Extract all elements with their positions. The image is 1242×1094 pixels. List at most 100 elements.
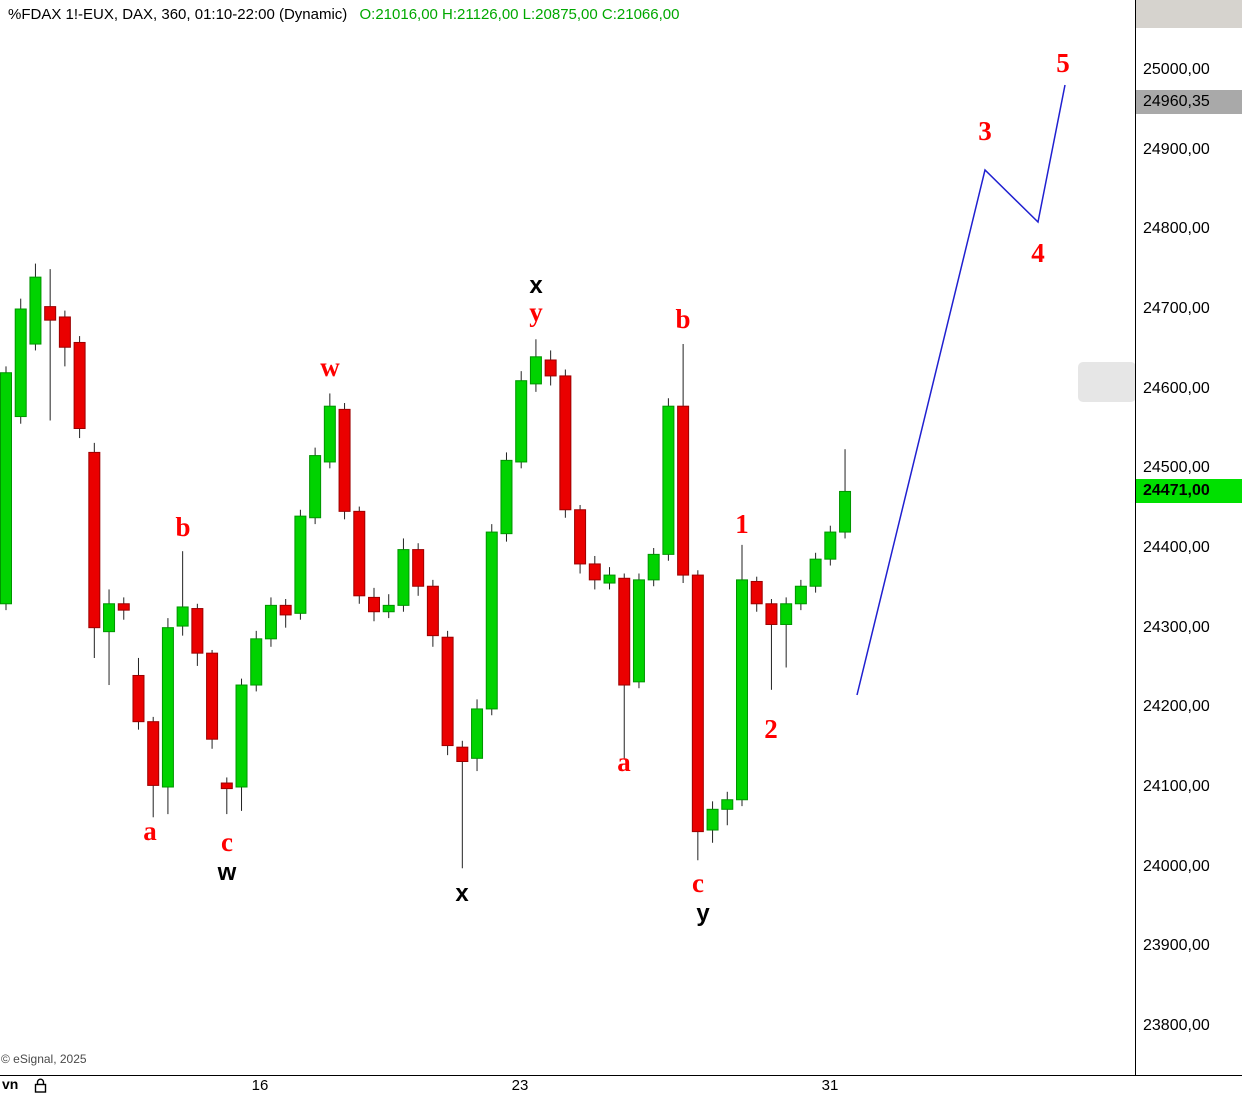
- price-tick: 23800,00: [1143, 1017, 1210, 1034]
- wave-label-1[interactable]: 1: [735, 509, 749, 539]
- candlestick: [58, 310, 71, 367]
- axis-corner: [1136, 0, 1242, 28]
- last-price-box: 24471,00: [1136, 479, 1242, 504]
- time-axis-border: [0, 1075, 1242, 1076]
- candlestick: [132, 657, 145, 730]
- candlestick: [632, 573, 645, 689]
- price-tick: 24900,00: [1143, 140, 1210, 158]
- wave-label-x[interactable]: x: [455, 880, 469, 907]
- candlestick: [264, 597, 277, 647]
- candlestick: [14, 298, 27, 424]
- candlestick: [515, 371, 528, 469]
- ohlc-readout: O:21016,00 H:21126,00 L:20875,00 C:21066…: [359, 6, 680, 23]
- chart-header: %FDAX 1!-EUX, DAX, 360, 01:10-22:00 (Dyn…: [8, 6, 679, 23]
- wave-label-x[interactable]: x: [529, 272, 543, 299]
- candlestick: [323, 393, 336, 469]
- candlestick: [176, 551, 189, 636]
- wave-label-2[interactable]: 2: [764, 714, 778, 744]
- candlestick: [88, 442, 101, 658]
- wave-label-c[interactable]: c: [692, 868, 704, 898]
- wave-label-4[interactable]: 4: [1031, 238, 1045, 268]
- candlestick: [147, 716, 160, 818]
- candlestick: [603, 567, 616, 590]
- candlestick: [220, 777, 233, 815]
- price-tick: 24600,00: [1143, 379, 1210, 397]
- candlestick: [279, 598, 292, 628]
- time-tick: 31: [821, 1077, 839, 1094]
- price-tick: 24300,00: [1143, 618, 1210, 636]
- candlestick: [397, 538, 410, 612]
- time-tick: 16: [251, 1077, 269, 1094]
- candlestick: [73, 336, 86, 439]
- lock-icon: [34, 1078, 47, 1093]
- candlestick: [338, 403, 351, 520]
- candlestick: [44, 269, 57, 421]
- wave-label-y[interactable]: y: [529, 297, 543, 327]
- wave-label-5[interactable]: 5: [1056, 48, 1070, 78]
- wave-label-a[interactable]: a: [143, 816, 157, 846]
- candlestick: [294, 509, 307, 620]
- candlestick: [412, 543, 425, 596]
- candlestick: [368, 587, 380, 622]
- price-tick: 24000,00: [1143, 857, 1210, 875]
- wave-label-b[interactable]: b: [675, 304, 690, 334]
- wave-label-y[interactable]: y: [696, 900, 710, 927]
- candlestick: [382, 594, 395, 619]
- wave-label-b[interactable]: b: [175, 512, 190, 542]
- price-tick: 24500,00: [1143, 459, 1210, 477]
- candlestick: [117, 597, 130, 620]
- candlestick: [309, 447, 322, 525]
- time-tick: 23: [511, 1077, 529, 1094]
- candlestick: [161, 618, 174, 815]
- candlestick: [500, 452, 513, 542]
- candlestick: [574, 504, 587, 574]
- projection-line[interactable]: [856, 84, 1066, 696]
- wave-label-c[interactable]: c: [221, 827, 233, 857]
- candlestick: [103, 589, 116, 686]
- copyright: © eSignal, 2025: [1, 1052, 87, 1066]
- wave-label-w[interactable]: w: [320, 352, 340, 382]
- candlestick: [736, 544, 748, 807]
- price-tick: 24800,00: [1143, 220, 1210, 238]
- candlestick: [544, 350, 557, 386]
- candlestick: [235, 678, 248, 811]
- price-axis-border: [1135, 0, 1136, 1075]
- candlestick: [426, 579, 439, 647]
- wave-label-3[interactable]: 3: [978, 116, 992, 146]
- price-tick: 24100,00: [1143, 778, 1210, 795]
- candlestick: [691, 570, 704, 861]
- candlestick: [794, 579, 807, 611]
- candlestick: [647, 548, 660, 587]
- watermark-fragment: [1078, 362, 1136, 402]
- price-tick: 25000,00: [1143, 61, 1210, 78]
- candlestick: [441, 630, 454, 756]
- upper-price-box: 24960,35: [1136, 89, 1242, 114]
- candlestick: [456, 740, 469, 869]
- candlestick: [706, 801, 719, 843]
- candlestick: [559, 369, 572, 518]
- candlestick: [29, 263, 42, 351]
- candlestick: [353, 506, 366, 604]
- candlestick: [588, 555, 601, 590]
- candlestick: [765, 598, 778, 690]
- candlestick: [206, 649, 219, 749]
- candlestick: [485, 524, 498, 716]
- candlestick: [677, 344, 690, 584]
- candlestick: [824, 525, 837, 566]
- candlestick: [529, 339, 542, 392]
- bottom-left-partial-text: vn: [2, 1076, 19, 1092]
- candlestick: [780, 597, 793, 668]
- price-tick: 24200,00: [1143, 698, 1210, 716]
- wave-label-w[interactable]: w: [217, 859, 237, 886]
- candlestick: [662, 398, 675, 561]
- candlestick: [0, 366, 12, 611]
- wave-label-a[interactable]: a: [617, 747, 631, 777]
- candlestick: [721, 791, 734, 826]
- price-tick: 23900,00: [1143, 937, 1210, 955]
- candlestick: [191, 603, 204, 666]
- candlestick: [250, 630, 263, 692]
- candlestick: [809, 552, 822, 593]
- candlestick: [839, 449, 852, 539]
